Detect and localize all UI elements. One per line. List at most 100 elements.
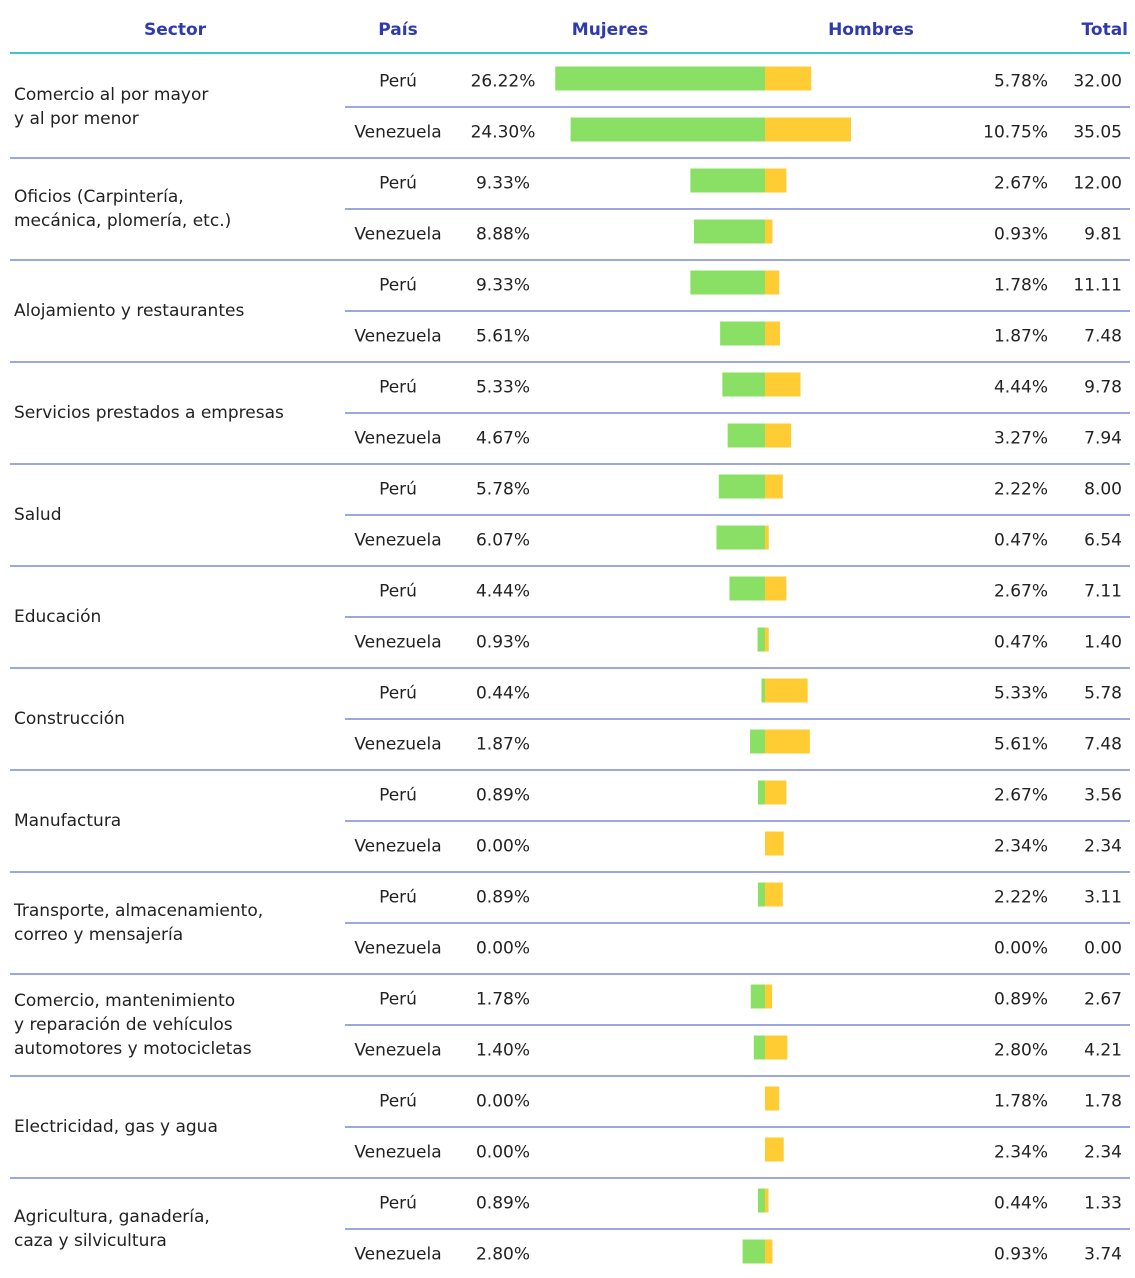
men-bar [765,321,780,346]
country: Venezuela [354,939,441,959]
sector-label: Construcción [14,709,125,729]
header-women: Mujeres [572,20,648,40]
total: 35.05 [1073,123,1122,143]
women-label: 9.33% [476,174,530,194]
women-bar [757,882,765,907]
women-label: 5.33% [476,378,530,398]
country: Venezuela [354,123,441,143]
women-label: 0.89% [476,786,530,806]
men-label: 0.44% [994,1194,1048,1214]
sector-label: caza y silvicultura [14,1231,167,1251]
men-label: 10.75% [983,123,1048,143]
women-label: 0.44% [476,684,530,704]
total: 32.00 [1073,72,1122,92]
men-bar [765,984,773,1009]
sector-label: Educación [14,607,101,627]
men-label: 2.67% [994,582,1048,602]
total: 9.78 [1084,378,1122,398]
women-bar [693,219,765,244]
total: 2.34 [1084,837,1122,857]
men-bar [765,1137,784,1162]
men-label: 2.34% [994,1143,1048,1163]
women-label: 5.61% [476,327,530,347]
women-label: 1.87% [476,735,530,755]
country: Perú [379,378,417,398]
women-label: 24.30% [471,123,536,143]
sector-label: Comercio, mantenimiento [14,991,235,1011]
men-label: 0.00% [994,939,1048,959]
women-label: 4.44% [476,582,530,602]
country: Perú [379,1092,417,1112]
sector-label: Agricultura, ganadería, [14,1207,210,1227]
men-label: 1.78% [994,276,1048,296]
men-bar [765,372,801,397]
women-label: 0.93% [476,633,530,653]
men-bar [765,525,769,550]
sector-label: Transporte, almacenamiento, [13,901,263,921]
women-label: 0.00% [476,837,530,857]
women-label: 5.78% [476,480,530,500]
women-bar [753,1035,765,1060]
sector-label: Manufactura [14,811,121,831]
women-label: 8.88% [476,225,530,245]
women-bar [718,474,765,499]
country: Venezuela [354,225,441,245]
men-label: 5.33% [994,684,1048,704]
men-label: 0.47% [994,633,1048,653]
men-bar [765,1035,788,1060]
women-bar [716,525,765,550]
men-bar [765,729,810,754]
men-bar [765,423,792,448]
men-label: 0.47% [994,531,1048,551]
total: 2.67 [1084,990,1122,1010]
total: 3.11 [1084,888,1122,908]
women-bar [570,117,765,142]
women-bar [720,321,765,346]
total: 5.78 [1084,684,1122,704]
country: Venezuela [354,1245,441,1265]
country: Perú [379,1194,417,1214]
sector-label: Electricidad, gas y agua [14,1117,218,1137]
women-label: 0.00% [476,939,530,959]
women-label: 0.89% [476,888,530,908]
men-label: 1.87% [994,327,1048,347]
men-bar [765,678,808,703]
total: 12.00 [1073,174,1122,194]
sector-label: correo y mensajería [14,925,183,945]
country: Perú [379,72,417,92]
country: Perú [379,582,417,602]
men-label: 3.27% [994,429,1048,449]
women-bar [727,423,765,448]
men-bar [765,117,851,142]
women-bar [757,627,765,652]
country: Venezuela [354,1143,441,1163]
women-label: 0.00% [476,1143,530,1163]
country: Perú [379,786,417,806]
women-bar [729,576,765,601]
men-bar [765,270,780,295]
men-bar [765,882,783,907]
total: 1.33 [1084,1194,1122,1214]
total: 6.54 [1084,531,1122,551]
men-label: 0.89% [994,990,1048,1010]
men-label: 5.61% [994,735,1048,755]
sector-label: Salud [14,505,62,525]
women-label: 26.22% [471,72,536,92]
women-label: 4.67% [476,429,530,449]
total: 0.00 [1084,939,1122,959]
header-sector: Sector [144,20,207,40]
country: Perú [379,174,417,194]
women-label: 0.00% [476,1092,530,1112]
country: Perú [379,480,417,500]
country: Perú [379,990,417,1010]
sector-label: y al por menor [14,109,139,129]
sector-label: mecánica, plomería, etc.) [14,211,231,231]
men-bar [765,219,773,244]
header-total: Total [1082,20,1128,40]
header-country: País [378,20,417,40]
country: Venezuela [354,1041,441,1061]
women-bar [761,678,765,703]
men-label: 2.22% [994,888,1048,908]
country: Venezuela [354,633,441,653]
